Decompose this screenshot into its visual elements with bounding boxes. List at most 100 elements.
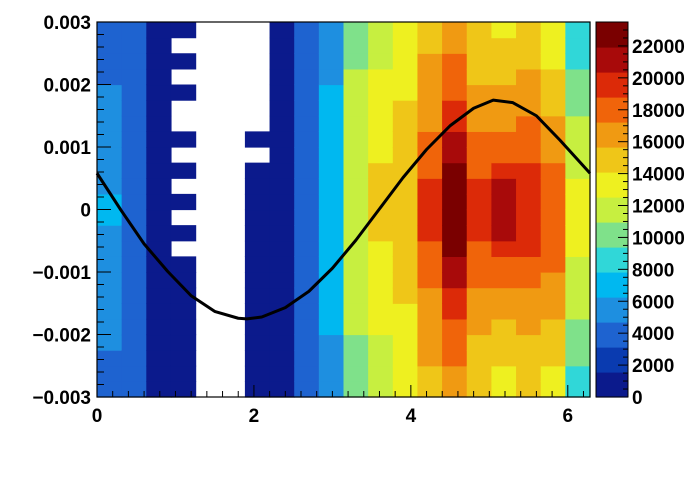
heatmap-cell — [343, 256, 369, 273]
heatmap-cell — [540, 147, 566, 164]
heatmap-cell — [343, 303, 369, 320]
palette-swatch — [596, 197, 628, 223]
heatmap-cell — [318, 53, 345, 70]
heatmap-cell — [516, 115, 542, 132]
heatmap-cell — [97, 240, 123, 257]
heatmap-cell — [417, 131, 443, 148]
heatmap-cell — [318, 193, 345, 211]
heatmap-cell — [491, 350, 517, 367]
heatmap-cell — [392, 381, 419, 398]
heatmap-cell — [146, 147, 172, 164]
heatmap-cell — [318, 147, 345, 164]
heatmap-cell — [343, 334, 369, 351]
heatmap-cell — [540, 365, 566, 382]
heatmap-cell — [540, 209, 566, 226]
heatmap-cell — [170, 365, 197, 382]
heatmap-cell — [318, 381, 345, 398]
heatmap-cell — [97, 53, 123, 70]
heatmap-cell — [392, 272, 419, 289]
heatmap-cell — [442, 350, 468, 367]
heatmap-cell — [97, 381, 123, 398]
heatmap-cell — [146, 193, 172, 211]
heatmap-cell — [343, 100, 369, 117]
heatmap-cell — [565, 37, 591, 54]
heatmap-cell — [392, 240, 419, 257]
heatmap-cell — [294, 209, 320, 226]
heatmap-cell — [442, 22, 468, 39]
heatmap-cell — [318, 365, 345, 382]
heatmap-cell — [244, 178, 271, 195]
heatmap-cell — [318, 37, 345, 54]
heatmap-cell — [97, 256, 123, 273]
heatmap-cell — [170, 287, 197, 304]
heatmap-cell — [146, 84, 172, 101]
heatmap-cell — [466, 350, 492, 367]
heatmap-cell — [318, 115, 345, 132]
heatmap-cell — [466, 147, 492, 164]
heatmap-cell — [244, 381, 271, 398]
palette-swatch — [596, 247, 628, 273]
heatmap-cell — [269, 334, 295, 351]
heatmap-cell — [491, 209, 517, 226]
heatmap-cell — [146, 100, 172, 117]
heatmap-cell — [491, 287, 517, 304]
heatmap-cell — [244, 225, 271, 242]
heatmap-cell — [97, 350, 123, 367]
heatmap-cell — [368, 162, 394, 179]
heatmap-cell — [294, 225, 320, 242]
heatmap-cell — [343, 147, 369, 164]
sine-curve — [95, 98, 592, 321]
heatmap-cell — [368, 53, 394, 70]
heatmap-cell — [516, 37, 542, 54]
heatmap-cell — [565, 68, 591, 86]
heatmap-cell — [368, 272, 394, 289]
heatmap-cell — [442, 162, 468, 179]
heatmap-cell — [565, 381, 591, 398]
heatmap-cell — [97, 334, 123, 351]
heatmap-cell — [146, 318, 172, 336]
heatmap-cell — [442, 147, 468, 164]
heatmap-cell — [121, 365, 147, 382]
y-tick-label: −0.002 — [32, 326, 91, 347]
heatmap-cell — [516, 303, 542, 320]
heatmap-cell — [442, 240, 468, 257]
heatmap-cell — [294, 334, 320, 351]
heatmap-cell — [97, 303, 123, 320]
heatmap-cell — [121, 318, 147, 336]
heatmap-cell — [516, 84, 542, 101]
heatmap-cell — [146, 272, 172, 289]
heatmap-cell — [368, 22, 394, 39]
heatmap-cell — [343, 68, 369, 86]
heatmap-cell — [466, 334, 492, 351]
heatmap-cell — [343, 115, 369, 132]
heatmap-cell — [392, 225, 419, 242]
heatmap-cell — [368, 303, 394, 320]
heatmap-cell — [565, 22, 591, 39]
heatmap-cell — [121, 68, 147, 86]
heatmap-cell — [540, 256, 566, 273]
heatmap-cell — [417, 381, 443, 398]
heatmap-cell — [269, 37, 295, 54]
heatmap-cell — [491, 318, 517, 336]
heatmap-cell — [170, 193, 197, 211]
heatmap-cell — [170, 225, 197, 242]
heatmap-cell — [516, 162, 542, 179]
heatmap-cell — [565, 209, 591, 226]
heatmap-cell — [565, 178, 591, 195]
heatmap-cell — [565, 287, 591, 304]
heatmap-cell — [491, 147, 517, 164]
heatmap-cell — [318, 68, 345, 86]
heatmap-cell — [442, 68, 468, 86]
heatmap-cell — [392, 53, 419, 70]
heatmap-cell — [491, 22, 517, 39]
heatmap-cell — [121, 193, 147, 211]
heatmap-cell — [368, 37, 394, 54]
heatmap-cell — [466, 178, 492, 195]
heatmap-cell — [368, 365, 394, 382]
heatmap-cell — [97, 287, 123, 304]
heatmap-cell — [244, 240, 271, 257]
heatmap-cell — [491, 256, 517, 273]
heatmap-cell — [540, 178, 566, 195]
heatmap-cell — [318, 303, 345, 320]
